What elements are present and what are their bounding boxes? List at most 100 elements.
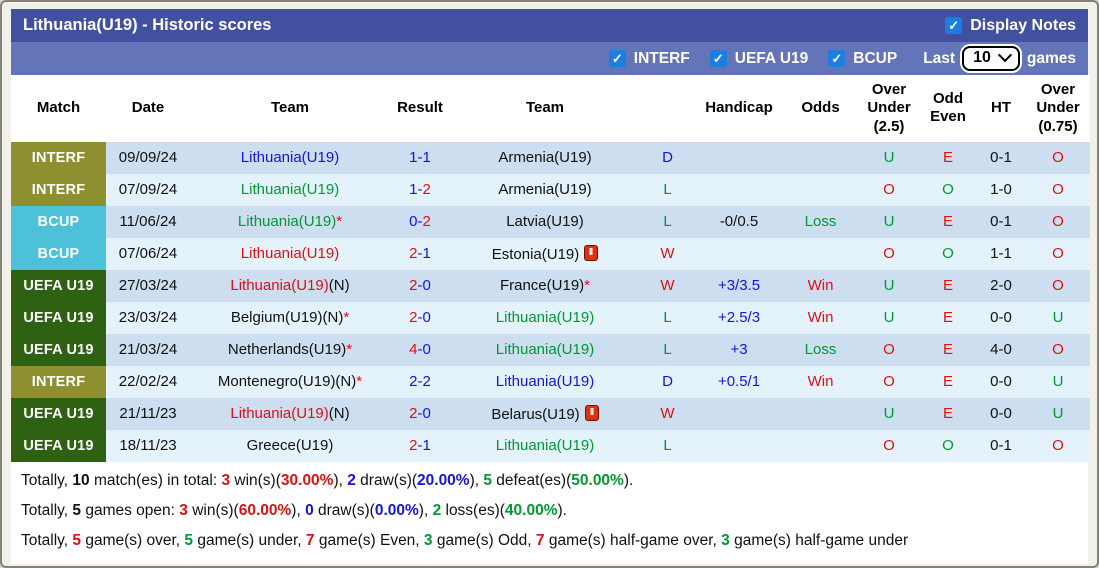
match-date: 11/06/24 bbox=[119, 213, 177, 231]
bcup-checkbox[interactable] bbox=[828, 50, 846, 67]
last-label: Last bbox=[923, 49, 956, 67]
odd-even-indicator: E bbox=[942, 213, 953, 231]
over-under-25-indicator: U bbox=[883, 277, 895, 295]
half-time-score: 1-1 bbox=[990, 245, 1012, 263]
handicap-value bbox=[695, 398, 783, 430]
title-bar: Lithuania(U19) - Historic scores Display… bbox=[11, 9, 1088, 42]
match-date: 07/09/24 bbox=[118, 181, 178, 199]
column-header-odd-even: Odd Even bbox=[920, 75, 976, 142]
home-team: Lithuania(U19)* bbox=[237, 213, 343, 231]
interf-checkbox[interactable] bbox=[608, 50, 626, 67]
away-team: France(U19)* bbox=[499, 277, 591, 295]
odds-result bbox=[783, 238, 858, 270]
scores-table: Match Date Team Result Team Handicap Odd… bbox=[11, 75, 1090, 462]
over-under-075-indicator: O bbox=[1052, 341, 1064, 359]
odds-result bbox=[783, 174, 858, 206]
half-time-score: 0-0 bbox=[990, 309, 1012, 327]
odd-even-indicator: E bbox=[942, 405, 953, 423]
last-games-select[interactable]: 10 bbox=[962, 46, 1020, 71]
summary-section: Totally, 10 match(es) in total: 3 win(s)… bbox=[11, 461, 1088, 564]
over-under-25-indicator: O bbox=[883, 437, 895, 455]
home-team: Belgium(U19)(N)* bbox=[230, 309, 350, 327]
column-header-ht: HT bbox=[976, 75, 1026, 142]
odd-even-indicator: O bbox=[942, 245, 954, 263]
over-under-25-indicator: O bbox=[883, 181, 895, 199]
odds-result: Win bbox=[807, 277, 834, 295]
handicap-value bbox=[695, 430, 783, 462]
match-result: 2-0 bbox=[409, 277, 431, 295]
column-header-match: Match bbox=[11, 75, 106, 142]
filter-bcup: BCUP bbox=[828, 50, 897, 68]
away-team: Latvia(U19) bbox=[506, 213, 584, 231]
match-result: 4-0 bbox=[409, 341, 431, 359]
match-date: 27/03/24 bbox=[118, 277, 178, 295]
half-time-score: 0-1 bbox=[990, 213, 1012, 231]
home-team: Montenegro(U19)(N)* bbox=[217, 373, 363, 391]
uefa-u19-label: UEFA U19 bbox=[734, 49, 809, 67]
table-row: UEFA U19 18/11/23 Greece(U19) 2-1 Lithua… bbox=[11, 429, 1090, 462]
last-games-group: Last 10 games bbox=[923, 46, 1076, 71]
summary-over-under-line: Totally, 5 game(s) over, 5 game(s) under… bbox=[21, 531, 909, 549]
over-under-25-indicator: U bbox=[883, 149, 895, 167]
display-notes-checkbox[interactable] bbox=[945, 17, 963, 34]
column-header-over-under-25: Over Under (2.5) bbox=[858, 75, 920, 142]
competition-badge: UEFA U19 bbox=[11, 429, 106, 462]
handicap-value: +3/3.5 bbox=[717, 277, 761, 295]
chevron-down-icon bbox=[997, 48, 1012, 63]
match-result: 0-2 bbox=[409, 213, 431, 231]
wdl-indicator: L bbox=[663, 437, 672, 455]
half-time-score: 1-0 bbox=[990, 181, 1012, 199]
interf-label: INTERF bbox=[633, 49, 690, 67]
over-under-25-indicator: O bbox=[883, 373, 895, 391]
odd-even-indicator: E bbox=[942, 341, 953, 359]
odd-even-indicator: O bbox=[942, 181, 954, 199]
uefa-u19-checkbox[interactable] bbox=[709, 50, 727, 67]
odd-even-indicator: E bbox=[942, 149, 953, 167]
half-time-score: 0-0 bbox=[990, 373, 1012, 391]
wdl-indicator: L bbox=[663, 341, 672, 359]
match-result: 1-1 bbox=[409, 149, 431, 167]
filter-uefa-u19: UEFA U19 bbox=[709, 49, 809, 68]
home-team: Lithuania(U19)(N) bbox=[230, 277, 350, 295]
away-team: Belarus(U19) bbox=[450, 398, 640, 430]
competition-badge: BCUP bbox=[11, 237, 106, 270]
over-under-25-indicator: U bbox=[883, 213, 895, 231]
over-under-075-indicator: O bbox=[1052, 245, 1064, 263]
over-under-25-indicator: U bbox=[883, 405, 895, 423]
away-team: Lithuania(U19) bbox=[495, 309, 595, 327]
over-under-075-indicator: O bbox=[1052, 213, 1064, 231]
summary-total-line: Totally, 10 match(es) in total: 3 win(s)… bbox=[21, 471, 634, 489]
wdl-indicator: D bbox=[662, 149, 673, 167]
competition-badge: UEFA U19 bbox=[11, 269, 106, 302]
over-under-25-indicator: O bbox=[883, 245, 895, 263]
table-row: UEFA U19 21/11/23 Lithuania(U19)(N) 2-0 … bbox=[11, 397, 1090, 430]
match-result: 2-0 bbox=[409, 405, 431, 423]
away-team: Lithuania(U19) bbox=[495, 437, 595, 455]
away-team: Estonia(U19) bbox=[450, 238, 640, 270]
over-under-25-indicator: U bbox=[883, 309, 895, 327]
column-header-away-team: Team bbox=[450, 75, 640, 142]
odd-even-indicator: O bbox=[942, 437, 954, 455]
home-team: Lithuania(U19) bbox=[240, 181, 340, 199]
red-card-icon bbox=[584, 244, 599, 261]
competition-badge: INTERF bbox=[11, 173, 106, 206]
match-date: 21/03/24 bbox=[118, 341, 178, 359]
odd-even-indicator: E bbox=[942, 277, 953, 295]
competition-badge: UEFA U19 bbox=[11, 301, 106, 334]
table-row: BCUP 07/06/24 Lithuania(U19) 2-1 Estonia… bbox=[11, 237, 1090, 270]
half-time-score: 2-0 bbox=[990, 277, 1012, 295]
home-team: Greece(U19) bbox=[246, 437, 334, 455]
games-label: games bbox=[1026, 49, 1076, 67]
half-time-score: 0-1 bbox=[990, 437, 1012, 455]
column-header-home-team: Team bbox=[190, 75, 390, 142]
odd-even-indicator: E bbox=[942, 309, 953, 327]
display-notes-group: Display Notes bbox=[945, 17, 1076, 35]
competition-badge: INTERF bbox=[11, 365, 106, 398]
over-under-075-indicator: U bbox=[1052, 309, 1064, 327]
home-team: Lithuania(U19)(N) bbox=[230, 405, 350, 423]
wdl-indicator: W bbox=[660, 245, 675, 263]
column-header-over-under-075: Over Under (0.75) bbox=[1026, 75, 1090, 142]
summary-open-line: Totally, 5 games open: 3 win(s)(60.00%),… bbox=[21, 501, 567, 519]
last-games-value: 10 bbox=[973, 49, 991, 66]
match-result: 2-0 bbox=[409, 309, 431, 327]
